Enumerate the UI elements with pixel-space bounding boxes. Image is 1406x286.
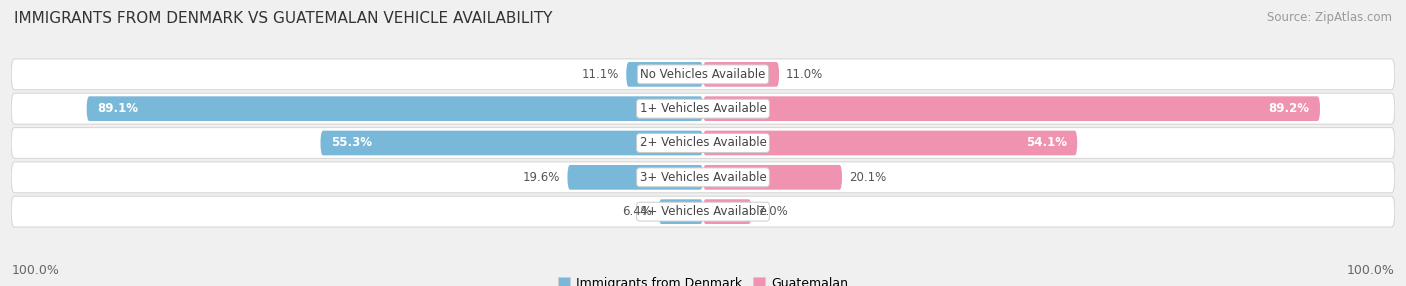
FancyBboxPatch shape <box>703 131 1077 155</box>
Text: 2+ Vehicles Available: 2+ Vehicles Available <box>640 136 766 150</box>
Text: 100.0%: 100.0% <box>11 265 59 277</box>
Text: 89.2%: 89.2% <box>1268 102 1309 115</box>
FancyBboxPatch shape <box>703 96 1320 121</box>
Text: 54.1%: 54.1% <box>1026 136 1067 150</box>
FancyBboxPatch shape <box>11 59 1395 90</box>
Text: 1+ Vehicles Available: 1+ Vehicles Available <box>640 102 766 115</box>
FancyBboxPatch shape <box>626 62 703 87</box>
Text: 55.3%: 55.3% <box>330 136 371 150</box>
FancyBboxPatch shape <box>11 162 1395 193</box>
Text: 3+ Vehicles Available: 3+ Vehicles Available <box>640 171 766 184</box>
Text: 100.0%: 100.0% <box>1347 265 1395 277</box>
Text: Source: ZipAtlas.com: Source: ZipAtlas.com <box>1267 11 1392 24</box>
Text: No Vehicles Available: No Vehicles Available <box>640 68 766 81</box>
Text: 6.4%: 6.4% <box>621 205 652 218</box>
Text: 89.1%: 89.1% <box>97 102 138 115</box>
Text: 11.1%: 11.1% <box>582 68 619 81</box>
FancyBboxPatch shape <box>703 199 751 224</box>
Text: 7.0%: 7.0% <box>758 205 789 218</box>
FancyBboxPatch shape <box>321 131 703 155</box>
Text: 20.1%: 20.1% <box>849 171 886 184</box>
FancyBboxPatch shape <box>87 96 703 121</box>
Text: 11.0%: 11.0% <box>786 68 824 81</box>
FancyBboxPatch shape <box>659 199 703 224</box>
FancyBboxPatch shape <box>703 62 779 87</box>
FancyBboxPatch shape <box>11 93 1395 124</box>
Text: 4+ Vehicles Available: 4+ Vehicles Available <box>640 205 766 218</box>
FancyBboxPatch shape <box>11 128 1395 158</box>
Text: IMMIGRANTS FROM DENMARK VS GUATEMALAN VEHICLE AVAILABILITY: IMMIGRANTS FROM DENMARK VS GUATEMALAN VE… <box>14 11 553 26</box>
FancyBboxPatch shape <box>11 196 1395 227</box>
FancyBboxPatch shape <box>568 165 703 190</box>
Legend: Immigrants from Denmark, Guatemalan: Immigrants from Denmark, Guatemalan <box>553 272 853 286</box>
FancyBboxPatch shape <box>703 165 842 190</box>
Text: 19.6%: 19.6% <box>523 171 561 184</box>
